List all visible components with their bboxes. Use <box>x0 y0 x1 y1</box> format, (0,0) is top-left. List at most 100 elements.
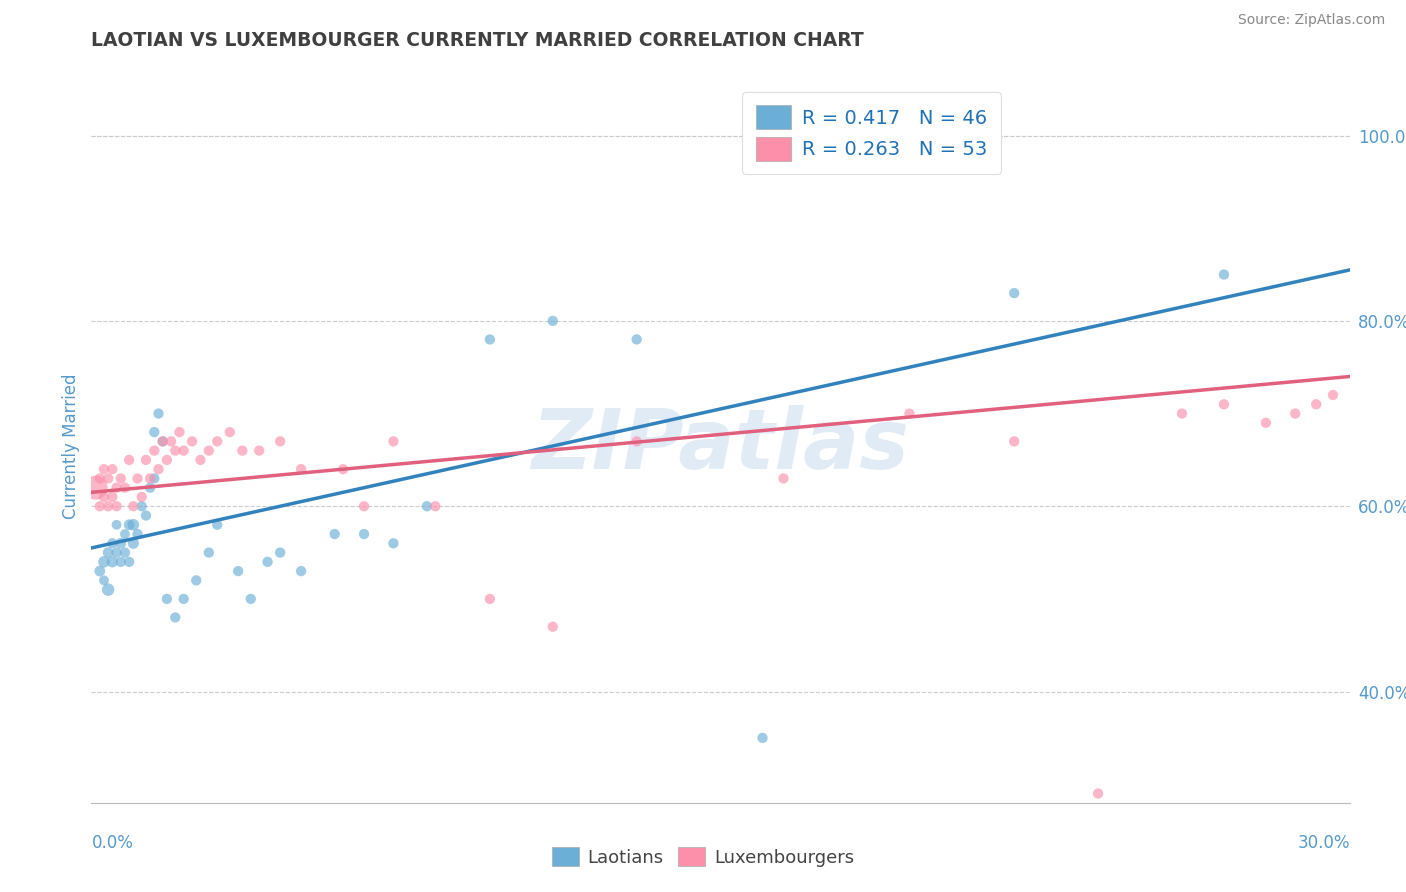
Point <box>1002 286 1025 301</box>
Point <box>93 574 115 588</box>
Point <box>751 731 773 745</box>
Point <box>626 333 648 347</box>
Point <box>186 574 208 588</box>
Point <box>478 591 501 606</box>
Point <box>205 434 228 449</box>
Point <box>143 443 166 458</box>
Point <box>1305 397 1327 411</box>
Point <box>173 443 195 458</box>
Point <box>101 490 124 504</box>
Point <box>478 333 501 347</box>
Point <box>416 500 439 514</box>
Point <box>131 500 153 514</box>
Point <box>1284 407 1306 421</box>
Point <box>323 527 346 541</box>
Text: 0.0%: 0.0% <box>91 834 134 852</box>
Point <box>541 620 564 634</box>
Point <box>152 434 174 449</box>
Point <box>118 517 141 532</box>
Point <box>101 462 124 476</box>
Point <box>353 527 375 541</box>
Point <box>205 517 228 532</box>
Point <box>127 527 149 541</box>
Point <box>97 500 120 514</box>
Point <box>118 453 141 467</box>
Point <box>332 462 354 476</box>
Point <box>169 425 191 439</box>
Point <box>160 434 183 449</box>
Point <box>152 434 174 449</box>
Point <box>165 610 187 624</box>
Point <box>110 555 132 569</box>
Point <box>139 481 162 495</box>
Point <box>89 500 111 514</box>
Point <box>190 453 212 467</box>
Point <box>247 443 270 458</box>
Point <box>898 407 921 421</box>
Point <box>93 490 115 504</box>
Point <box>122 500 145 514</box>
Point <box>1087 787 1109 801</box>
Point <box>256 555 278 569</box>
Point <box>1322 388 1344 402</box>
Legend: Laotians, Luxembourgers: Laotians, Luxembourgers <box>544 840 862 874</box>
Legend: R = 0.417   N = 46, R = 0.263   N = 53: R = 0.417 N = 46, R = 0.263 N = 53 <box>742 92 1001 174</box>
Point <box>231 443 253 458</box>
Point <box>118 555 141 569</box>
Point <box>148 407 170 421</box>
Point <box>148 462 170 476</box>
Point <box>114 481 136 495</box>
Point <box>127 471 149 485</box>
Point <box>173 591 195 606</box>
Point <box>135 508 157 523</box>
Point <box>198 443 221 458</box>
Point <box>114 527 136 541</box>
Point <box>290 462 312 476</box>
Point <box>1213 397 1236 411</box>
Point <box>135 453 157 467</box>
Point <box>97 582 120 597</box>
Point <box>269 434 291 449</box>
Point <box>382 434 405 449</box>
Text: 30.0%: 30.0% <box>1298 834 1350 852</box>
Point <box>198 545 221 559</box>
Point <box>139 471 162 485</box>
Point <box>89 471 111 485</box>
Point <box>105 517 128 532</box>
Point <box>1171 407 1194 421</box>
Point <box>269 545 291 559</box>
Point <box>143 471 166 485</box>
Point <box>382 536 405 550</box>
Point <box>156 591 179 606</box>
Point <box>101 555 124 569</box>
Point <box>122 517 145 532</box>
Point <box>290 564 312 578</box>
Text: LAOTIAN VS LUXEMBOURGER CURRENTLY MARRIED CORRELATION CHART: LAOTIAN VS LUXEMBOURGER CURRENTLY MARRIE… <box>91 31 865 50</box>
Point <box>165 443 187 458</box>
Point <box>110 471 132 485</box>
Point <box>105 481 128 495</box>
Point <box>114 545 136 559</box>
Point <box>101 536 124 550</box>
Point <box>110 536 132 550</box>
Point <box>626 434 648 449</box>
Point <box>239 591 262 606</box>
Point <box>156 453 179 467</box>
Point <box>772 471 794 485</box>
Point <box>425 500 447 514</box>
Point <box>89 564 111 578</box>
Point <box>93 555 115 569</box>
Point <box>84 481 107 495</box>
Point <box>93 462 115 476</box>
Point <box>1002 434 1025 449</box>
Point <box>131 490 153 504</box>
Point <box>97 545 120 559</box>
Point <box>541 314 564 328</box>
Point <box>353 500 375 514</box>
Point <box>1254 416 1277 430</box>
Point <box>181 434 204 449</box>
Text: Source: ZipAtlas.com: Source: ZipAtlas.com <box>1237 13 1385 28</box>
Point <box>143 425 166 439</box>
Point <box>105 500 128 514</box>
Point <box>218 425 240 439</box>
